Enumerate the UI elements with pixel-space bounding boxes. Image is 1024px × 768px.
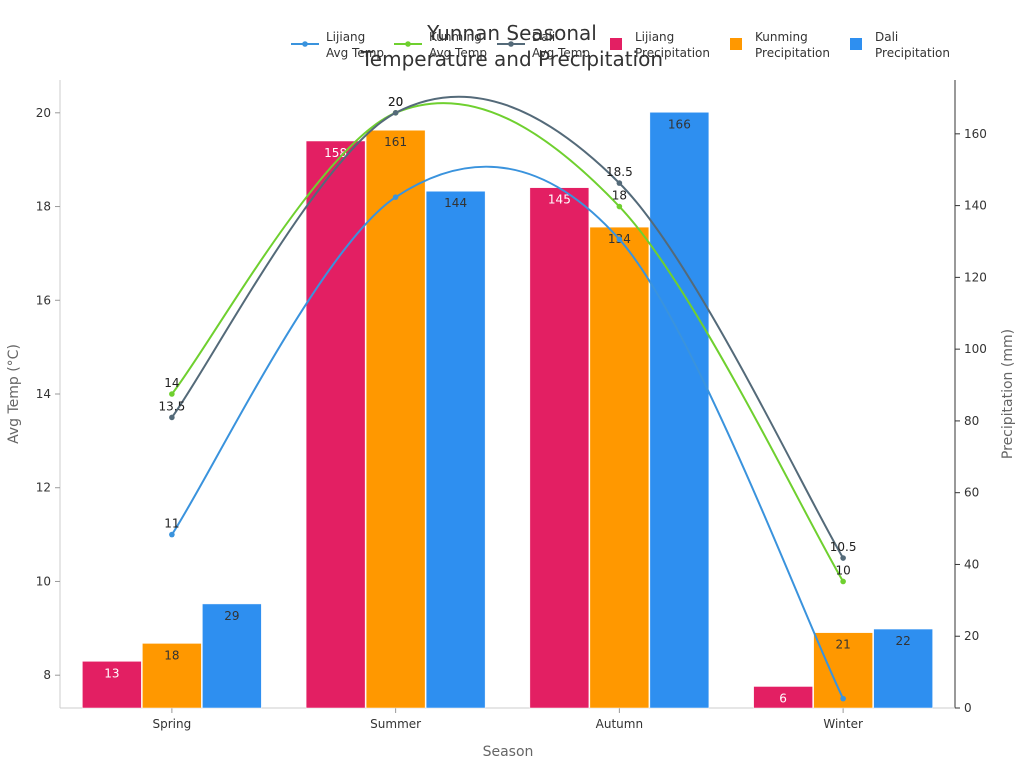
line-point bbox=[392, 110, 399, 116]
legend-label: Precipitation bbox=[755, 46, 830, 60]
line-point bbox=[169, 414, 175, 421]
left-tick-label: 8 bbox=[43, 668, 51, 682]
right-tick-label: 160 bbox=[964, 127, 987, 141]
point-value-label: 14 bbox=[164, 376, 179, 390]
right-tick-label: 0 bbox=[964, 701, 972, 715]
line-point bbox=[840, 695, 846, 702]
x-tick-label: Summer bbox=[370, 717, 421, 731]
legend-label: Precipitation bbox=[875, 46, 950, 60]
line-point bbox=[616, 180, 623, 186]
legend-label: Precipitation bbox=[635, 46, 710, 60]
bar bbox=[202, 603, 262, 709]
right-tick-label: 40 bbox=[964, 557, 979, 571]
legend-label: Avg Temp bbox=[532, 46, 590, 60]
bar-value-label: 13 bbox=[104, 666, 119, 680]
right-tick-label: 120 bbox=[964, 270, 987, 284]
line-point bbox=[392, 194, 399, 200]
line-point bbox=[169, 531, 175, 538]
point-value-label: 10.5 bbox=[830, 540, 857, 554]
x-axis-title: Season bbox=[483, 744, 534, 760]
bar bbox=[142, 643, 202, 709]
x-tick-label: Winter bbox=[823, 717, 863, 731]
series-line bbox=[171, 102, 844, 582]
bar bbox=[589, 226, 650, 709]
bar bbox=[82, 661, 142, 709]
bar bbox=[305, 140, 366, 709]
legend-line-marker bbox=[302, 41, 308, 47]
bar-value-label: 29 bbox=[224, 609, 239, 623]
right-tick-label: 20 bbox=[964, 629, 979, 643]
line-point bbox=[840, 578, 846, 585]
legend-label: Avg Temp bbox=[326, 46, 384, 60]
line-point bbox=[840, 555, 846, 561]
left-tick-label: 12 bbox=[36, 481, 51, 495]
left-tick-label: 20 bbox=[36, 106, 51, 120]
bar-value-label: 18 bbox=[164, 648, 179, 662]
legend-bar-swatch bbox=[730, 38, 742, 50]
bar bbox=[365, 129, 426, 709]
legend-label: Lijiang bbox=[326, 30, 365, 44]
bar-value-label: 166 bbox=[668, 117, 691, 131]
bar-value-label: 161 bbox=[384, 135, 407, 149]
right-tick-label: 80 bbox=[964, 414, 979, 428]
legend-label: Avg Temp bbox=[429, 46, 487, 60]
point-value-label: 10 bbox=[835, 563, 850, 577]
left-tick-label: 14 bbox=[36, 387, 51, 401]
x-tick-label: Autumn bbox=[596, 717, 643, 731]
left-tick-label: 18 bbox=[36, 200, 51, 214]
legend-bar-swatch bbox=[610, 38, 622, 50]
left-tick-label: 10 bbox=[36, 574, 51, 588]
legend-label: Dali bbox=[875, 30, 898, 44]
bar bbox=[873, 628, 933, 709]
bar-value-label: 22 bbox=[895, 634, 910, 648]
legend-bar-swatch bbox=[850, 38, 862, 50]
point-value-label: 20 bbox=[388, 95, 403, 109]
point-value-label: 18 bbox=[612, 189, 627, 203]
bar bbox=[753, 686, 813, 709]
legend-label: Lijiang bbox=[635, 30, 674, 44]
right-tick-label: 60 bbox=[964, 486, 979, 500]
chart-title: Yunnan Seasonal bbox=[426, 21, 597, 45]
bar bbox=[529, 187, 590, 709]
right-tick-label: 140 bbox=[964, 199, 987, 213]
series-line bbox=[171, 95, 844, 559]
point-value-label: 20 bbox=[388, 95, 403, 109]
bar bbox=[425, 190, 486, 709]
bar bbox=[649, 112, 710, 709]
line-point bbox=[616, 203, 623, 210]
bar-value-label: 6 bbox=[779, 691, 787, 705]
left-tick-label: 16 bbox=[36, 293, 51, 307]
y-axis-right-title: Precipitation (mm) bbox=[1000, 329, 1016, 459]
y-axis-left-title: Avg Temp (°C) bbox=[6, 344, 22, 444]
point-value-label: 11 bbox=[164, 517, 179, 531]
bar-value-label: 21 bbox=[835, 638, 850, 652]
right-tick-label: 100 bbox=[964, 342, 987, 356]
line-point bbox=[169, 391, 175, 397]
legend-label: Kunming bbox=[755, 30, 808, 44]
chart-title: Temperature and Precipitation bbox=[360, 47, 663, 71]
legend-line-marker bbox=[508, 41, 514, 47]
point-value-label: 13.5 bbox=[159, 399, 186, 413]
legend-label: Kunming bbox=[429, 30, 482, 44]
line-point bbox=[616, 236, 623, 243]
x-tick-label: Spring bbox=[153, 717, 192, 731]
bar bbox=[813, 632, 873, 709]
legend-line-marker bbox=[405, 41, 411, 47]
bar-value-label: 145 bbox=[548, 193, 571, 207]
point-value-label: 18.5 bbox=[606, 165, 633, 179]
bar-value-label: 144 bbox=[444, 196, 467, 210]
series-line bbox=[171, 165, 845, 700]
legend-label: Dali bbox=[532, 30, 555, 44]
